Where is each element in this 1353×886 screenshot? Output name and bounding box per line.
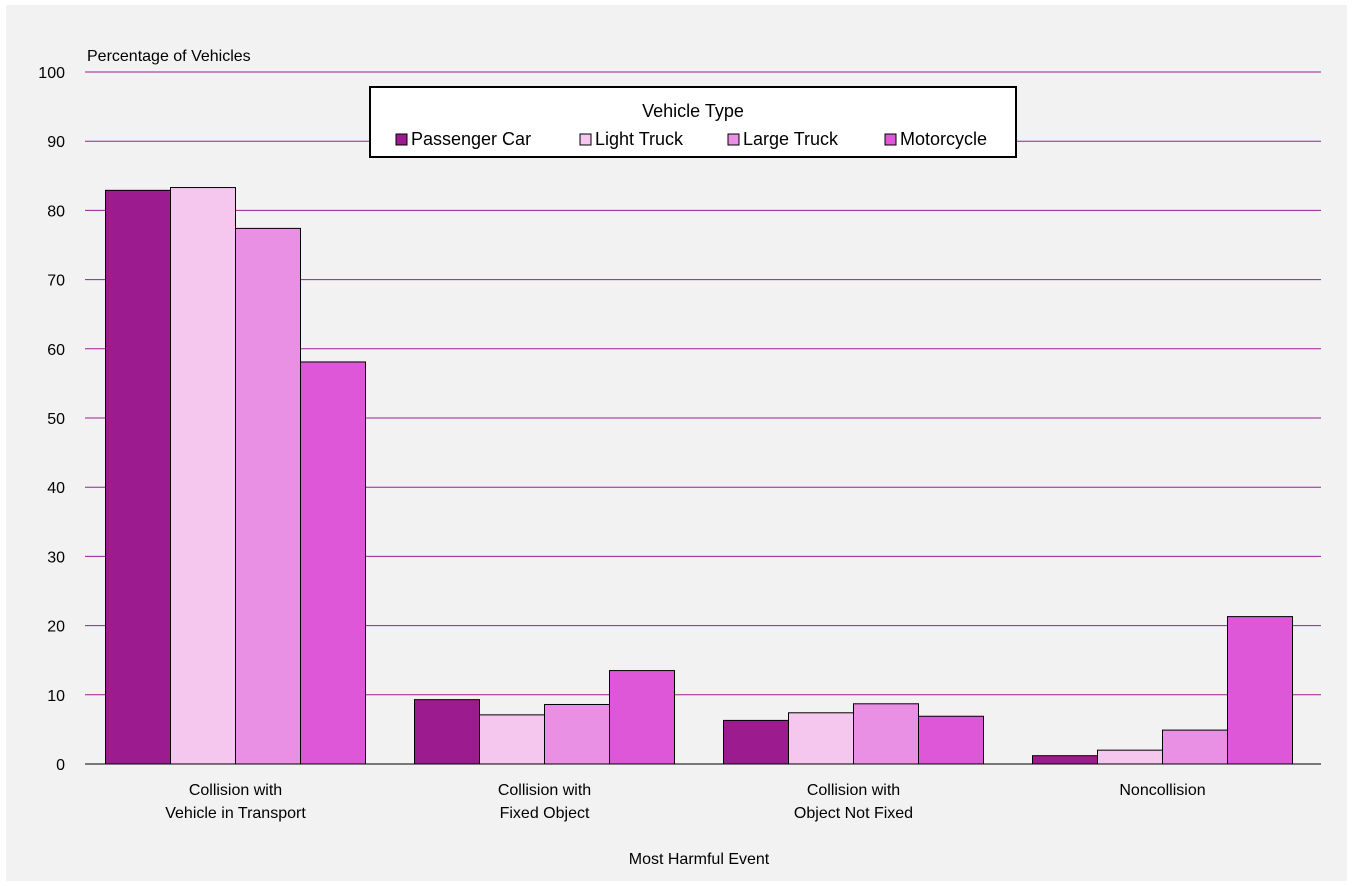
y-tick-label: 80: [47, 203, 65, 220]
y-tick-label: 40: [47, 480, 65, 497]
legend-label: Motorcycle: [900, 129, 987, 149]
bar: [170, 187, 236, 765]
legend-swatch: [579, 133, 592, 146]
bar: [1227, 616, 1293, 765]
legend-swatch: [727, 133, 740, 146]
legend-label: Passenger Car: [411, 129, 531, 149]
x-tick-label: Vehicle in Transport: [165, 805, 306, 822]
y-tick-label: 60: [47, 342, 65, 359]
y-tick-label: 100: [38, 65, 65, 82]
x-tick-label: Collision with: [807, 782, 900, 799]
y-tick-label: 90: [47, 134, 65, 151]
y-tick-label: 50: [47, 411, 65, 428]
bar: [414, 699, 480, 765]
bar: [105, 189, 171, 765]
y-axis-ticks: 0 10 20 30 40 50 60 70 80 90 100: [38, 65, 65, 774]
bar: [544, 703, 610, 765]
bar: [853, 703, 919, 765]
x-tick-label: Noncollision: [1119, 782, 1205, 799]
legend-label: Large Truck: [743, 129, 839, 149]
legend-title: Vehicle Type: [642, 101, 744, 121]
y-tick-label: 20: [47, 619, 65, 636]
bars: [105, 187, 1293, 765]
legend-label: Light Truck: [595, 129, 684, 149]
x-tick-label: Collision with: [498, 782, 591, 799]
bar: [300, 361, 366, 765]
legend: Vehicle Type Passenger Car Light Truck Lar…: [369, 86, 1017, 158]
x-tick-label: Collision with: [189, 782, 282, 799]
bar-chart: 0 10 20 30 40 50 60 70 80 90 100 Collision with Veh…: [38, 48, 1321, 868]
chart-container: 0 10 20 30 40 50 60 70 80 90 100 Collision with Veh…: [6, 5, 1347, 881]
legend-box: [369, 86, 1017, 158]
bar: [1162, 729, 1228, 765]
y-tick-label: 0: [56, 757, 65, 774]
bar: [609, 670, 675, 765]
bar: [788, 712, 854, 765]
bar: [1032, 755, 1098, 765]
bar: [479, 714, 545, 765]
bar: [723, 719, 789, 765]
y-tick-label: 10: [47, 688, 65, 705]
y-axis-title: Percentage of Vehicles: [87, 48, 251, 65]
x-tick-label: Fixed Object: [500, 805, 590, 822]
legend-swatch: [884, 133, 897, 146]
x-tick-label: Object Not Fixed: [794, 805, 913, 822]
legend-swatch: [395, 133, 408, 146]
bar: [1097, 749, 1163, 765]
y-tick-label: 70: [47, 273, 65, 290]
y-tick-label: 30: [47, 549, 65, 566]
x-axis-title: Most Harmful Event: [629, 851, 770, 868]
bar: [235, 227, 301, 765]
x-axis-ticks: Collision with Vehicle in Transport Collis…: [165, 782, 1205, 822]
bar: [918, 715, 984, 765]
legend-items: Passenger Car Light Truck Large Truck Motor…: [395, 129, 987, 149]
